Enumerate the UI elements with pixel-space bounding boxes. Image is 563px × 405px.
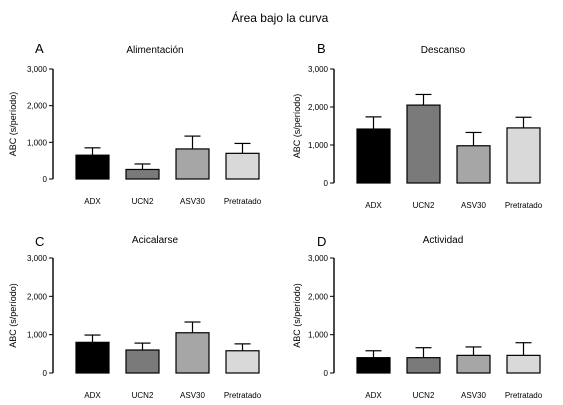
y-tick-label: 0 bbox=[324, 369, 329, 378]
category-label: Pretratado bbox=[224, 391, 262, 400]
bar-adx bbox=[356, 357, 391, 374]
y-tick-label: 3,000 bbox=[308, 65, 329, 74]
category-label: Pretratado bbox=[505, 201, 543, 210]
y-tick-label: 1,000 bbox=[308, 331, 329, 340]
bar-asv30 bbox=[456, 145, 491, 184]
bar-adx bbox=[75, 154, 110, 180]
bar-pretratado bbox=[225, 350, 260, 374]
category-label: ASV30 bbox=[461, 391, 486, 400]
bar-asv30 bbox=[175, 332, 210, 374]
bar-asv30 bbox=[175, 148, 210, 180]
panel-letter: C bbox=[35, 234, 44, 249]
y-tick-label: 2,000 bbox=[308, 103, 329, 112]
panel-title: Actividad bbox=[423, 235, 464, 246]
y-axis-label: ABC (s/período) bbox=[292, 94, 302, 159]
y-tick-label: 3,000 bbox=[27, 65, 48, 74]
category-label: ADX bbox=[84, 391, 101, 400]
bar-ucn2 bbox=[406, 104, 441, 184]
panel-letter: A bbox=[35, 41, 44, 56]
y-tick-label: 2,000 bbox=[308, 292, 329, 301]
category-label: UCN2 bbox=[413, 201, 435, 210]
category-label: ADX bbox=[84, 197, 101, 206]
category-label: ASV30 bbox=[461, 201, 486, 210]
category-label: ASV30 bbox=[180, 197, 205, 206]
chart-panel-d: D Actividad ABC (s/período) 0 1,000 2,000 3,00… bbox=[292, 234, 543, 400]
panel-title: Acicalarse bbox=[132, 235, 179, 246]
category-label: ADX bbox=[365, 201, 382, 210]
bar-ucn2 bbox=[406, 357, 441, 374]
panel-letter: D bbox=[317, 234, 326, 249]
panel-title: Descanso bbox=[421, 45, 466, 56]
y-tick-label: 3,000 bbox=[27, 254, 48, 263]
panel-letter: B bbox=[317, 41, 326, 56]
bar-asv30 bbox=[456, 354, 491, 374]
category-label: Pretratado bbox=[505, 391, 543, 400]
category-label: ASV30 bbox=[180, 391, 205, 400]
y-axis-label: ABC (s/período) bbox=[8, 92, 18, 157]
figure-title: Área bajo la curva bbox=[232, 10, 329, 25]
category-label: Pretratado bbox=[224, 197, 262, 206]
bar-adx bbox=[75, 341, 110, 374]
y-tick-label: 1,000 bbox=[27, 138, 48, 147]
chart-panel-c: C Acicalarse ABC (s/período) 0 1,000 2,000 3,0… bbox=[8, 234, 262, 400]
y-axis-label: ABC (s/período) bbox=[292, 283, 302, 348]
y-tick-label: 2,000 bbox=[27, 292, 48, 301]
panels: A Alimentación ABC (s/período) 0 1,000 2,000 3… bbox=[8, 41, 543, 400]
category-label: ADX bbox=[365, 391, 382, 400]
bar-adx bbox=[356, 128, 391, 184]
bar-pretratado bbox=[506, 354, 541, 374]
category-label: UCN2 bbox=[132, 391, 154, 400]
y-axis-label: ABC (s/período) bbox=[8, 283, 18, 348]
chart-panel-a: A Alimentación ABC (s/período) 0 1,000 2,000 3… bbox=[8, 41, 262, 206]
y-tick-label: 1,000 bbox=[308, 141, 329, 150]
category-label: UCN2 bbox=[132, 197, 154, 206]
y-tick-label: 0 bbox=[43, 369, 48, 378]
y-tick-label: 1,000 bbox=[27, 331, 48, 340]
bar-pretratado bbox=[506, 127, 541, 184]
category-label: UCN2 bbox=[413, 391, 435, 400]
bar-ucn2 bbox=[125, 349, 160, 374]
bar-ucn2 bbox=[125, 168, 160, 180]
y-tick-label: 3,000 bbox=[308, 254, 329, 263]
y-tick-label: 2,000 bbox=[27, 102, 48, 111]
chart-panel-b: B Descanso ABC (s/período) 0 1,000 2,000 3,000… bbox=[292, 41, 543, 210]
panel-title: Alimentación bbox=[126, 45, 183, 56]
y-tick-label: 0 bbox=[43, 175, 48, 184]
bar-pretratado bbox=[225, 152, 260, 180]
y-tick-label: 0 bbox=[324, 179, 329, 188]
